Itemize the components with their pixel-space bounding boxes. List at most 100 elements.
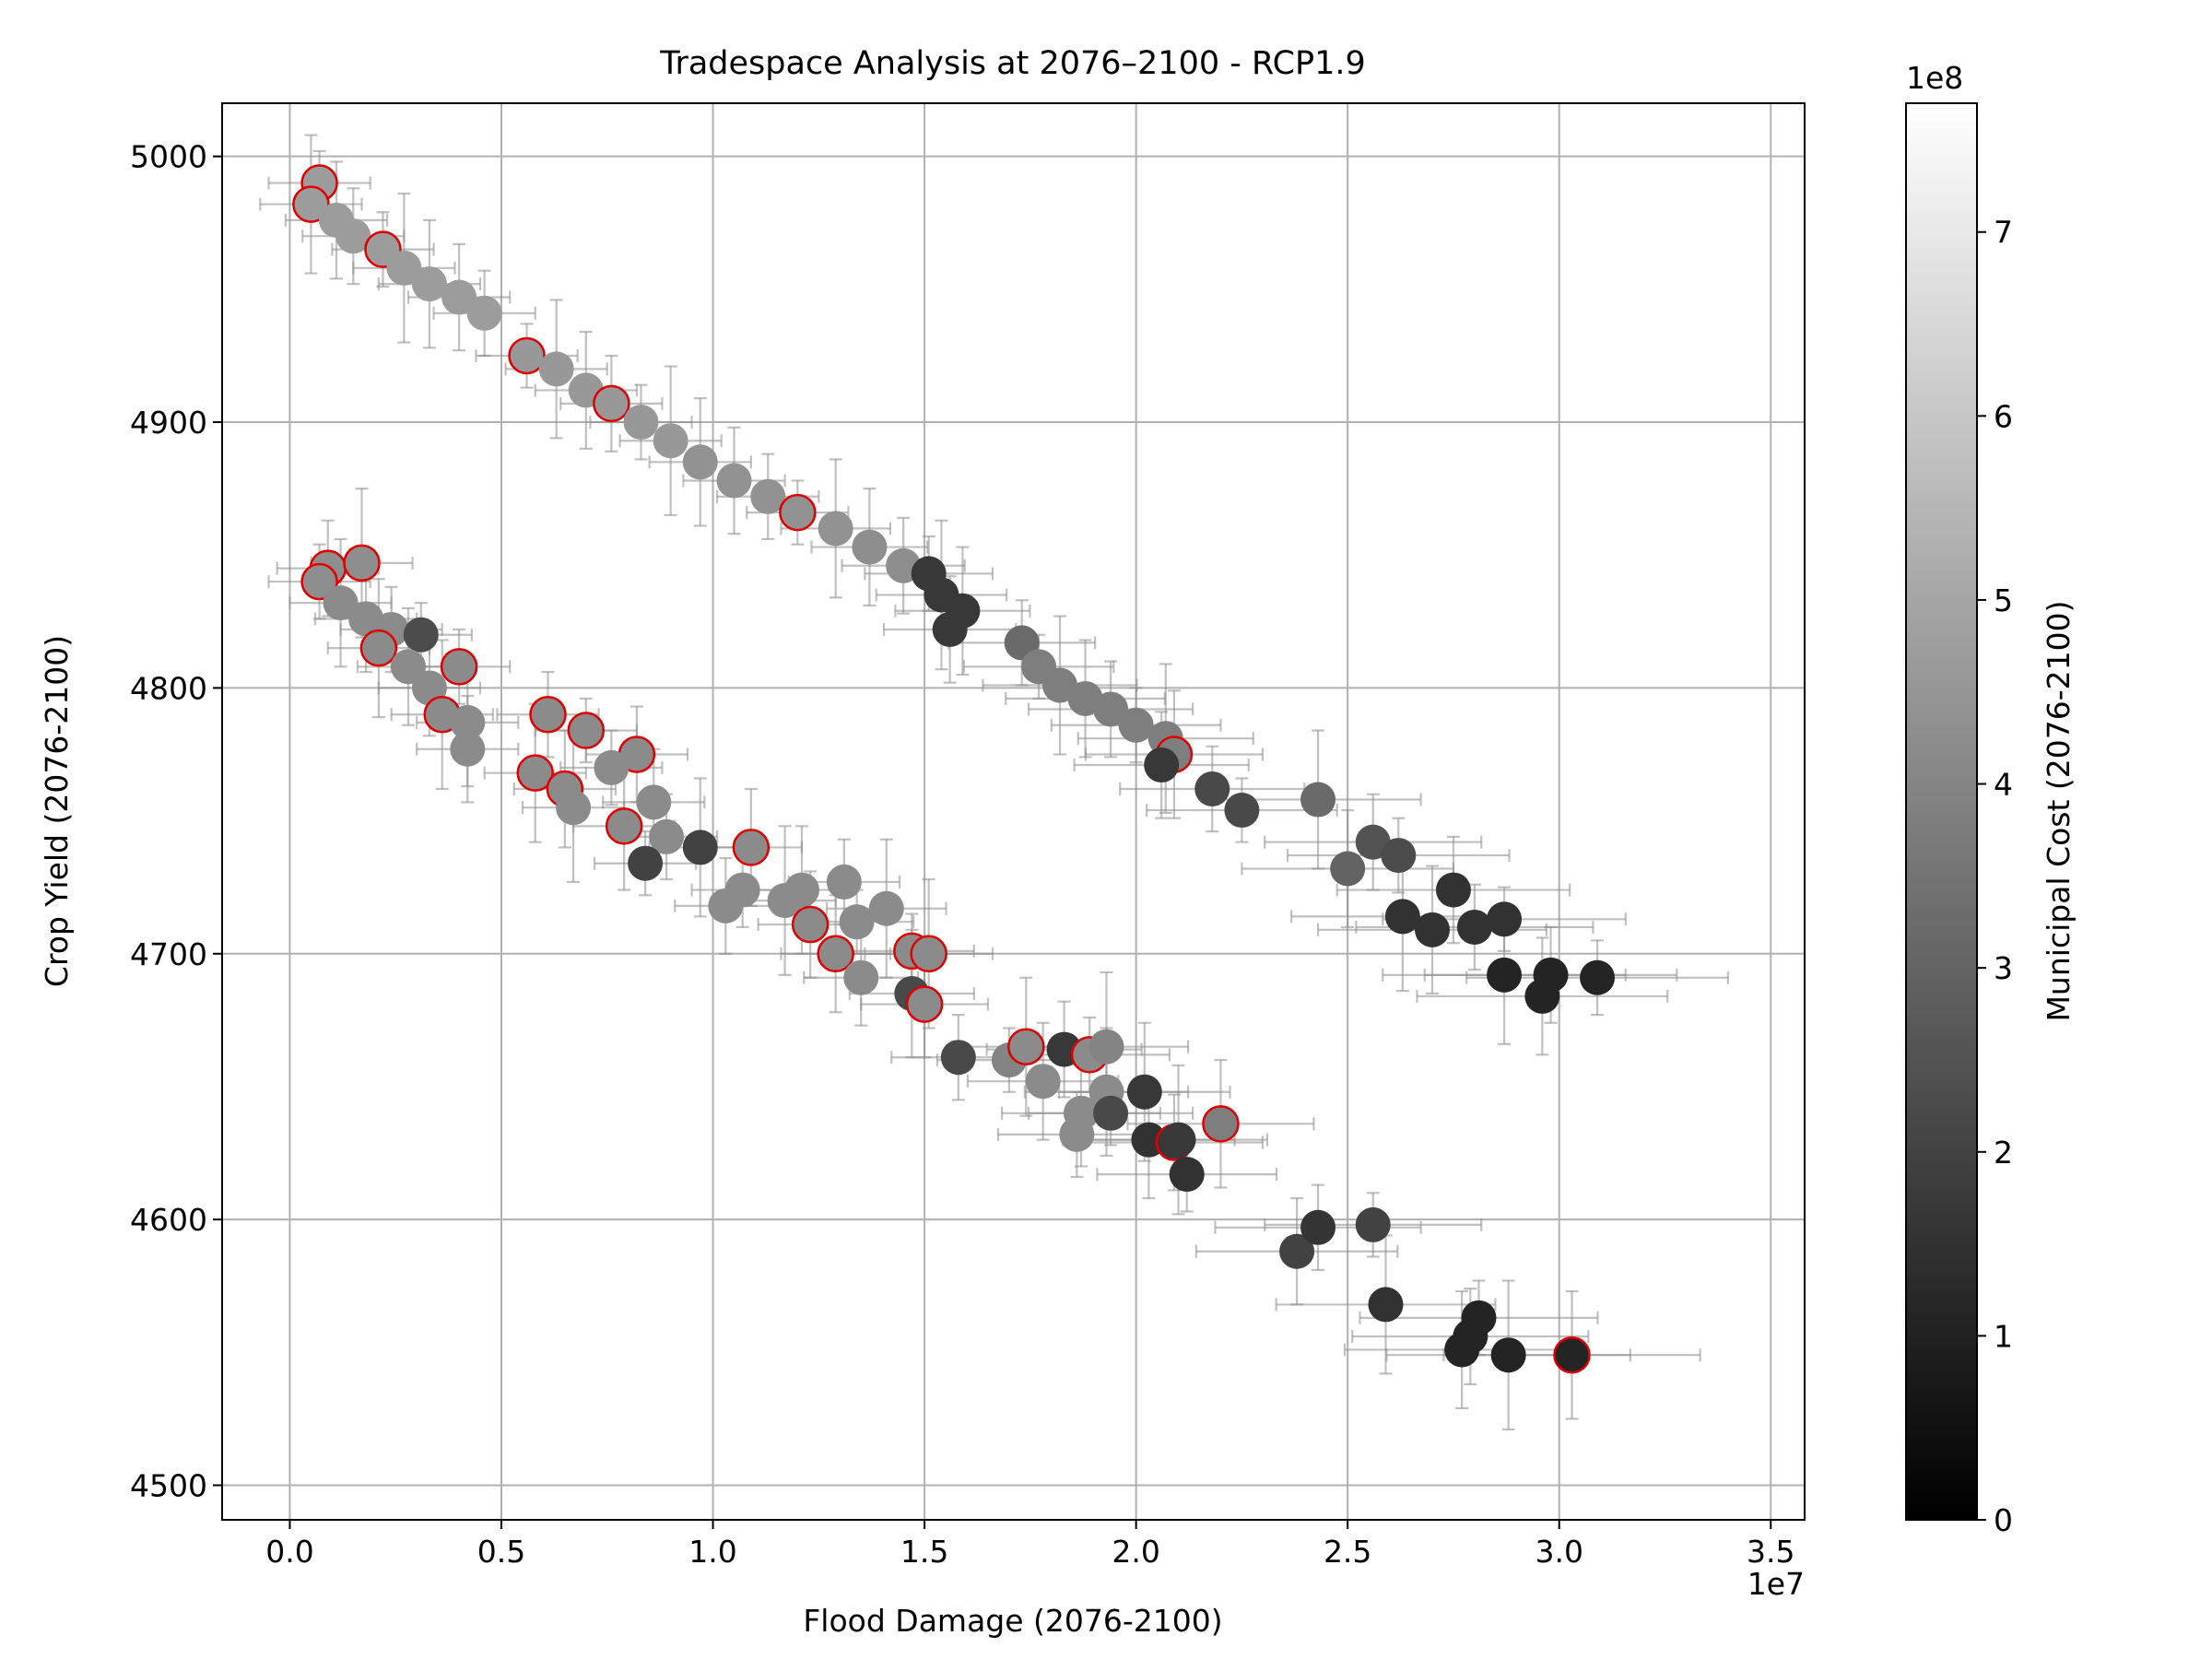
x-axis-offset-text: 1e7 — [1747, 1566, 1805, 1602]
data-point — [1160, 1122, 1196, 1158]
highlighted-point — [343, 544, 381, 582]
data-point — [826, 864, 862, 900]
highlighted-point — [1202, 1105, 1240, 1143]
data-point — [682, 444, 718, 480]
x-tick-label: 1.5 — [900, 1534, 948, 1570]
colorbar — [1905, 102, 1978, 1521]
data-point — [1093, 1095, 1129, 1131]
data-point — [1279, 1233, 1315, 1269]
data-point — [1093, 691, 1129, 727]
data-point — [783, 872, 819, 908]
data-point — [1118, 707, 1154, 743]
data-point — [716, 463, 752, 499]
colorbar-tick-label: 2 — [1994, 1135, 2013, 1171]
highlighted-point — [817, 935, 854, 973]
data-point — [724, 872, 760, 908]
data-point — [1381, 838, 1417, 874]
data-point — [852, 529, 888, 565]
data-point — [1533, 957, 1569, 993]
x-axis-label: Flood Damage (2076-2100) — [803, 1603, 1222, 1639]
data-point — [1384, 899, 1420, 935]
data-point — [1456, 909, 1492, 945]
data-point — [450, 704, 486, 740]
colorbar-offset-text: 1e8 — [1906, 60, 1963, 96]
data-point — [466, 295, 502, 331]
highlighted-point — [910, 935, 947, 973]
data-point — [1490, 1337, 1526, 1373]
data-point — [1461, 1300, 1497, 1335]
plot-area — [259, 134, 1730, 1431]
x-tick-label: 2.0 — [1112, 1534, 1159, 1570]
data-point — [1144, 747, 1180, 783]
highlighted-point — [359, 629, 398, 667]
data-point — [1224, 793, 1260, 829]
data-point — [1126, 1074, 1162, 1110]
data-point — [940, 1040, 976, 1076]
colorbar-tick-label: 0 — [1994, 1502, 2013, 1538]
data-point — [1059, 1116, 1095, 1152]
highlighted-point — [779, 493, 817, 532]
data-point — [1487, 957, 1523, 993]
data-point — [441, 279, 477, 315]
data-point — [750, 478, 786, 514]
data-point — [1088, 1029, 1124, 1065]
data-point — [386, 250, 422, 286]
chart-title: Tradespace Analysis at 2076–2100 - RCP1.… — [659, 45, 1366, 82]
highlighted-point — [529, 695, 567, 734]
highlighted-point — [567, 712, 606, 749]
highlighted-point — [300, 562, 338, 601]
colorbar-tick-label: 4 — [1994, 767, 2013, 803]
data-point — [1300, 1209, 1336, 1245]
highlighted-point — [605, 807, 643, 845]
plot-frame — [221, 102, 1806, 1521]
highlighted-point — [1553, 1335, 1591, 1374]
data-point — [403, 617, 439, 653]
data-point — [1169, 1157, 1205, 1193]
x-tick-label: 3.0 — [1535, 1534, 1583, 1570]
highlighted-point — [1007, 1028, 1045, 1065]
y-tick-label: 4700 — [130, 936, 207, 972]
data-point — [391, 649, 426, 685]
data-point — [868, 890, 904, 926]
data-point — [594, 749, 629, 785]
data-point — [839, 904, 875, 940]
highlighted-point — [791, 905, 830, 944]
x-tick-label: 0.0 — [265, 1534, 313, 1570]
y-tick-label: 4800 — [130, 670, 207, 706]
highlighted-point — [440, 648, 478, 686]
x-tick-label: 3.5 — [1747, 1534, 1794, 1570]
data-point — [653, 423, 688, 459]
data-point — [411, 266, 447, 302]
data-point — [932, 611, 968, 647]
highlighted-point — [732, 829, 771, 866]
data-point — [628, 845, 664, 881]
data-point — [1580, 959, 1616, 995]
colorbar-label: Municipal Cost (2076-2100) — [2041, 600, 2077, 1021]
x-axis-ticks: 0.0 0.5 1.0 1.5 2.0 2.5 3.0 3.5 — [265, 1520, 1795, 1570]
data-point — [818, 511, 853, 547]
x-tick-label: 1.0 — [688, 1534, 736, 1570]
data-point — [1368, 1287, 1404, 1323]
data-point — [323, 585, 359, 621]
colorbar-tick-label: 1 — [1994, 1318, 2013, 1354]
highlighted-point — [905, 985, 944, 1023]
colorbar-tick-label: 6 — [1994, 398, 2013, 434]
scatter-points — [292, 164, 1616, 1374]
y-tick-label: 4500 — [130, 1468, 207, 1504]
highlighted-point — [516, 754, 554, 792]
colorbar-ticks: 0 1 2 3 4 5 6 7 — [1977, 215, 2013, 1538]
data-point — [450, 731, 486, 767]
y-axis-label: Crop Yield (2076-2100) — [39, 635, 75, 987]
data-point — [1415, 912, 1450, 947]
data-point — [649, 818, 685, 854]
x-tick-label: 2.5 — [1324, 1534, 1371, 1570]
data-point — [1330, 851, 1366, 887]
y-tick-label: 5000 — [130, 139, 207, 175]
data-point — [843, 959, 879, 995]
data-point — [1194, 771, 1230, 806]
y-tick-label: 4600 — [130, 1202, 207, 1238]
colorbar-tick-label: 3 — [1994, 950, 2013, 986]
data-point — [1355, 1206, 1391, 1242]
highlighted-point — [593, 384, 630, 423]
